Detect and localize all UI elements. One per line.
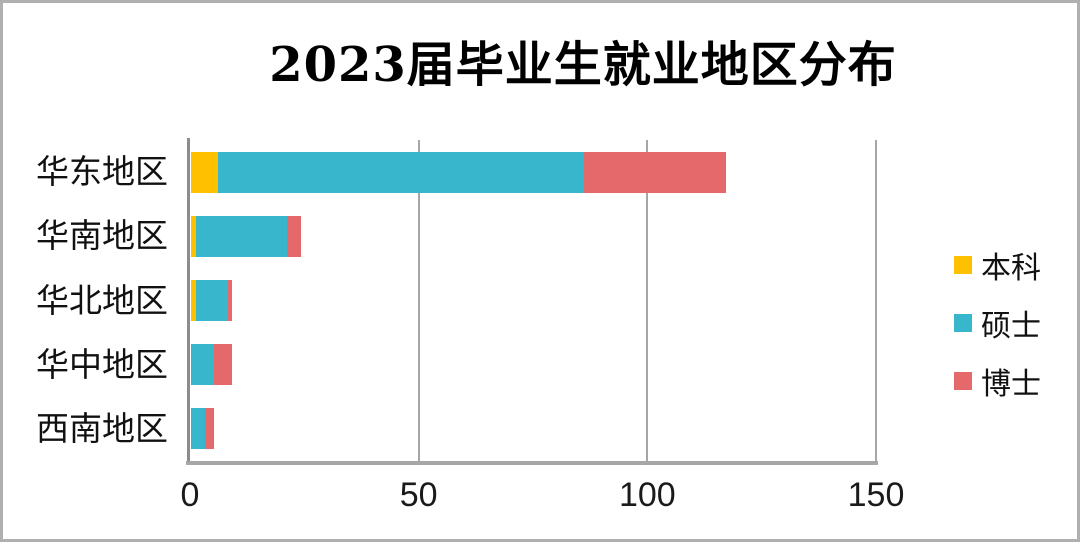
- bar-segment-硕士: [195, 215, 288, 257]
- x-axis-line: [186, 461, 878, 465]
- x-tick-label-50: 50: [399, 476, 438, 514]
- bar-segment-本科: [191, 151, 219, 193]
- category-label-华北地区: 华北地区: [36, 280, 168, 320]
- legend-swatch-本科: [954, 256, 972, 274]
- bar-华东地区: [191, 151, 727, 193]
- x-tick-label-100: 100: [618, 476, 676, 514]
- bar-华中地区: [191, 344, 233, 386]
- y-axis-line: [187, 138, 190, 461]
- legend-swatch-硕士: [954, 314, 972, 332]
- bar-西南地区: [191, 408, 214, 450]
- bar-segment-博士: [213, 344, 233, 386]
- bar-segment-博士: [204, 408, 214, 450]
- legend-label-硕士: 硕士: [981, 309, 1041, 344]
- legend-item-硕士: 硕士: [954, 308, 1041, 344]
- bar-segment-硕士: [218, 151, 585, 193]
- chart-title: 2023届毕业生就业地区分布: [269, 37, 897, 93]
- category-label-华中地区: 华中地区: [36, 344, 168, 384]
- category-label-华东地区: 华东地区: [36, 152, 168, 192]
- bar-华南地区: [191, 215, 301, 257]
- legend-label-博士: 博士: [981, 367, 1041, 402]
- gridline-100: [646, 140, 649, 461]
- bar-segment-硕士: [195, 280, 228, 321]
- bar-华北地区: [191, 280, 233, 321]
- bar-segment-博士: [584, 151, 727, 193]
- legend-item-博士: 博士: [954, 366, 1041, 402]
- x-tick-label-150: 150: [847, 476, 905, 514]
- gridline-50: [417, 140, 420, 461]
- bar-segment-硕士: [191, 344, 214, 386]
- legend-item-本科: 本科: [954, 250, 1041, 286]
- category-label-华南地区: 华南地区: [36, 216, 168, 256]
- chart-plot-area: 华东地区华南地区华北地区华中地区西南地区 0 50 100 150 本科硕士博士: [3, 3, 1080, 545]
- bar-segment-本科: [191, 280, 196, 321]
- gridline-150: [875, 140, 877, 461]
- bar-segment-本科: [191, 215, 196, 257]
- legend-swatch-博士: [954, 372, 972, 390]
- legend-label-本科: 本科: [981, 251, 1041, 286]
- bar-segment-博士: [227, 280, 233, 321]
- x-tick-label-0: 0: [180, 476, 200, 514]
- bar-segment-博士: [287, 215, 301, 257]
- category-label-西南地区: 西南地区: [36, 408, 168, 448]
- bar-segment-硕士: [191, 408, 205, 450]
